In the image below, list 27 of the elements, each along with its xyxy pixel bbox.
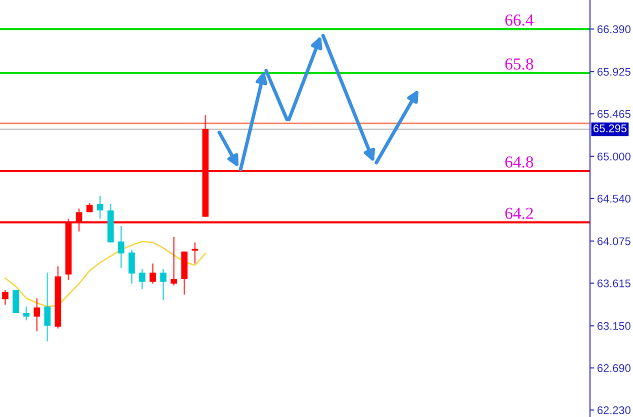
y-tick-label: 63.615: [598, 279, 630, 288]
candlestick: [2, 289, 8, 306]
y-tick-label: 62.230: [598, 406, 630, 414]
annotation: 64.8: [505, 156, 534, 168]
candlestick: [44, 272, 51, 342]
ref-line-label: 65.295: [594, 124, 626, 132]
y-tick-label: 66.390: [598, 25, 630, 34]
y-tick-label: 63.150: [598, 322, 630, 330]
candlestick: [118, 225, 124, 269]
candlestick: [160, 268, 166, 301]
y-tick-label: 62.690: [598, 364, 630, 372]
y-tick-label: 65.000: [598, 152, 630, 160]
annotation: 66.4: [505, 14, 534, 26]
candlestick: [150, 262, 156, 284]
annotation: 64.2: [505, 208, 533, 219]
candlestick: [170, 236, 177, 286]
candlestick: [128, 249, 135, 284]
y-tick-label: 64.075: [598, 237, 630, 246]
candlestick: [34, 298, 40, 332]
y-tick-label: 64.540: [598, 194, 630, 203]
annotation: 65.8: [505, 58, 534, 70]
candlestick: [12, 289, 19, 314]
candlestick: [96, 195, 104, 220]
candlestick: [139, 268, 146, 290]
candlestick: [23, 306, 30, 321]
y-tick-label: 65.465: [598, 110, 630, 118]
y-tick-label: 65.925: [598, 68, 630, 76]
